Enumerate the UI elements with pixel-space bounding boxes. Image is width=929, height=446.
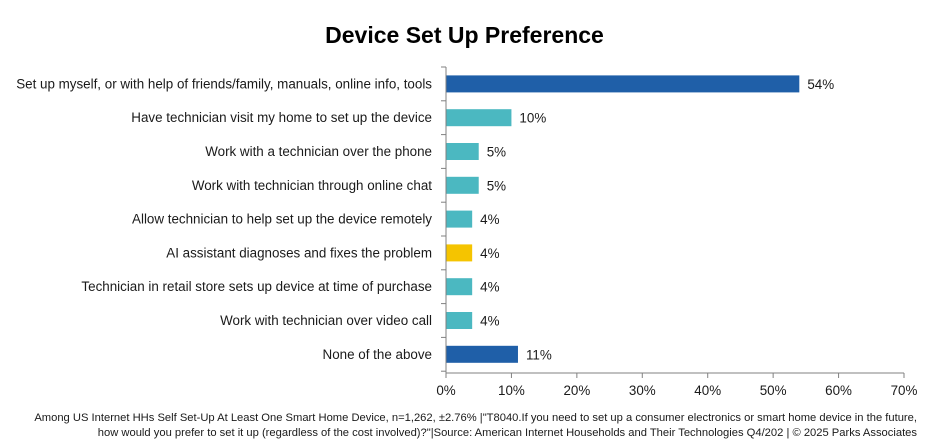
category-label-work-with-technician-through-online-chat: Work with technician through online chat: [192, 178, 432, 193]
bar-have-technician-visit-my-home-to-set-up-: [446, 109, 512, 127]
bar-work-with-technician-through-online-chat: [446, 176, 479, 194]
category-label-have-technician-visit-my-home-to-set-up-: Have technician visit my home to set up …: [131, 110, 432, 125]
bar-allow-technician-to-help-set-up-the-devi: [446, 210, 473, 228]
category-label-work-with-a-technician-over-the-phone: Work with a technician over the phone: [205, 144, 432, 159]
x-tick-label: 40%: [694, 383, 721, 398]
category-label-allow-technician-to-help-set-up-the-devi: Allow technician to help set up the devi…: [132, 212, 432, 227]
bar-set-up-myself-or-with-help-of-friends-fa: [446, 75, 800, 93]
x-tick-label: 0%: [436, 383, 455, 398]
value-label-allow-technician-to-help-set-up-the-devi: 4%: [480, 212, 499, 227]
value-label-none-of-the-above: 11%: [526, 347, 552, 362]
x-tick-label: 20%: [563, 383, 590, 398]
bar-work-with-technician-over-video-call: [446, 312, 473, 329]
bar-ai-assistant-diagnoses-and-fixes-the-pro: [446, 244, 473, 262]
bar-technician-in-retail-store-sets-up-devic: [446, 278, 473, 296]
footnote: Among US Internet HHs Self Set-Up At Lea…: [12, 411, 917, 440]
value-label-work-with-technician-through-online-chat: 5%: [487, 178, 506, 193]
category-label-set-up-myself-or-with-help-of-friends-fa: Set up myself, or with help of friends/f…: [16, 76, 432, 91]
footnote-line-2: how would you prefer to set it up (regar…: [97, 426, 917, 439]
category-label-none-of-the-above: None of the above: [323, 347, 432, 362]
bar-work-with-a-technician-over-the-phone: [446, 143, 479, 160]
x-tick-label: 60%: [825, 383, 852, 398]
value-label-work-with-a-technician-over-the-phone: 5%: [487, 145, 506, 160]
x-tick-label: 50%: [760, 383, 787, 398]
value-label-work-with-technician-over-video-call: 4%: [480, 314, 499, 329]
bar-none-of-the-above: [446, 345, 518, 363]
value-label-technician-in-retail-store-sets-up-devic: 4%: [480, 280, 499, 295]
category-label-work-with-technician-over-video-call: Work with technician over video call: [220, 313, 432, 328]
value-label-ai-assistant-diagnoses-and-fixes-the-pro: 4%: [480, 246, 499, 261]
x-tick-label: 30%: [629, 383, 656, 398]
chart-title: Device Set Up Preference: [325, 22, 604, 48]
x-tick-label: 70%: [891, 383, 918, 398]
footnote-line-1: Among US Internet HHs Self Set-Up At Lea…: [34, 412, 917, 424]
category-label-technician-in-retail-store-sets-up-devic: Technician in retail store sets up devic…: [81, 279, 432, 294]
category-label-ai-assistant-diagnoses-and-fixes-the-pro: AI assistant diagnoses and fixes the pro…: [166, 245, 432, 260]
value-label-set-up-myself-or-with-help-of-friends-fa: 54%: [807, 77, 834, 92]
x-tick-label: 10%: [498, 383, 525, 398]
value-label-have-technician-visit-my-home-to-set-up-: 10%: [519, 111, 546, 126]
